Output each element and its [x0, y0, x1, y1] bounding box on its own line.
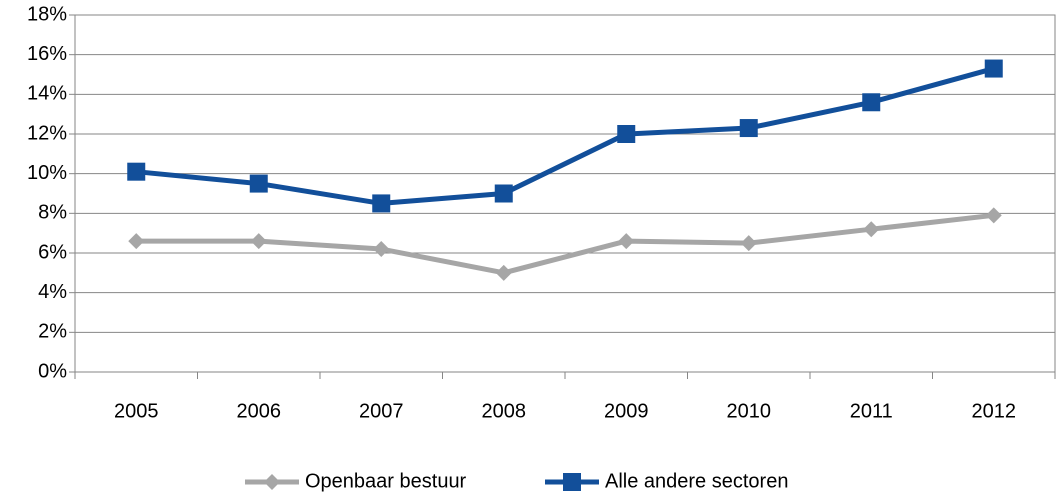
- x-tick-label: 2007: [359, 400, 404, 422]
- data-point: [985, 207, 1002, 224]
- series-line: [136, 212, 995, 276]
- data-point: [862, 93, 881, 112]
- y-tick-label: 18%: [27, 3, 67, 25]
- x-tick-label: 2006: [237, 400, 282, 422]
- data-point: [739, 119, 758, 138]
- data-point: [618, 233, 635, 250]
- data-point: [984, 59, 1003, 78]
- y-tick-label: 10%: [27, 162, 67, 184]
- x-tick-label: 2010: [727, 400, 772, 422]
- y-tick-label: 14%: [27, 83, 67, 105]
- data-point: [617, 125, 636, 143]
- y-tick-label: 2%: [38, 321, 67, 343]
- legend-label: Openbaar bestuur: [305, 470, 467, 492]
- data-point: [740, 235, 757, 252]
- data-point: [128, 233, 145, 250]
- y-tick-label: 0%: [38, 360, 67, 382]
- y-tick-label: 4%: [38, 281, 67, 303]
- legend-marker: [264, 474, 280, 490]
- y-tick-label: 16%: [27, 43, 67, 65]
- series-line: [136, 66, 995, 206]
- legend-label: Alle andere sectoren: [605, 470, 788, 492]
- legend-marker: [563, 473, 581, 491]
- data-point: [495, 264, 512, 281]
- data-point: [372, 194, 391, 213]
- data-point: [494, 184, 513, 203]
- y-tick-label: 12%: [27, 122, 67, 144]
- plot-border: [74, 14, 1056, 373]
- data-point: [250, 233, 267, 250]
- x-tick-label: 2011: [850, 400, 893, 422]
- y-tick-label: 6%: [38, 241, 67, 263]
- data-point: [249, 174, 268, 193]
- y-tick-label: 8%: [38, 202, 67, 224]
- x-tick-label: 2009: [604, 400, 649, 422]
- data-point: [373, 241, 390, 258]
- x-tick-label: 2012: [972, 400, 1017, 422]
- x-tick-label: 2005: [114, 400, 159, 422]
- x-tick-label: 2008: [482, 400, 527, 422]
- data-point: [863, 221, 880, 238]
- data-point: [127, 162, 146, 181]
